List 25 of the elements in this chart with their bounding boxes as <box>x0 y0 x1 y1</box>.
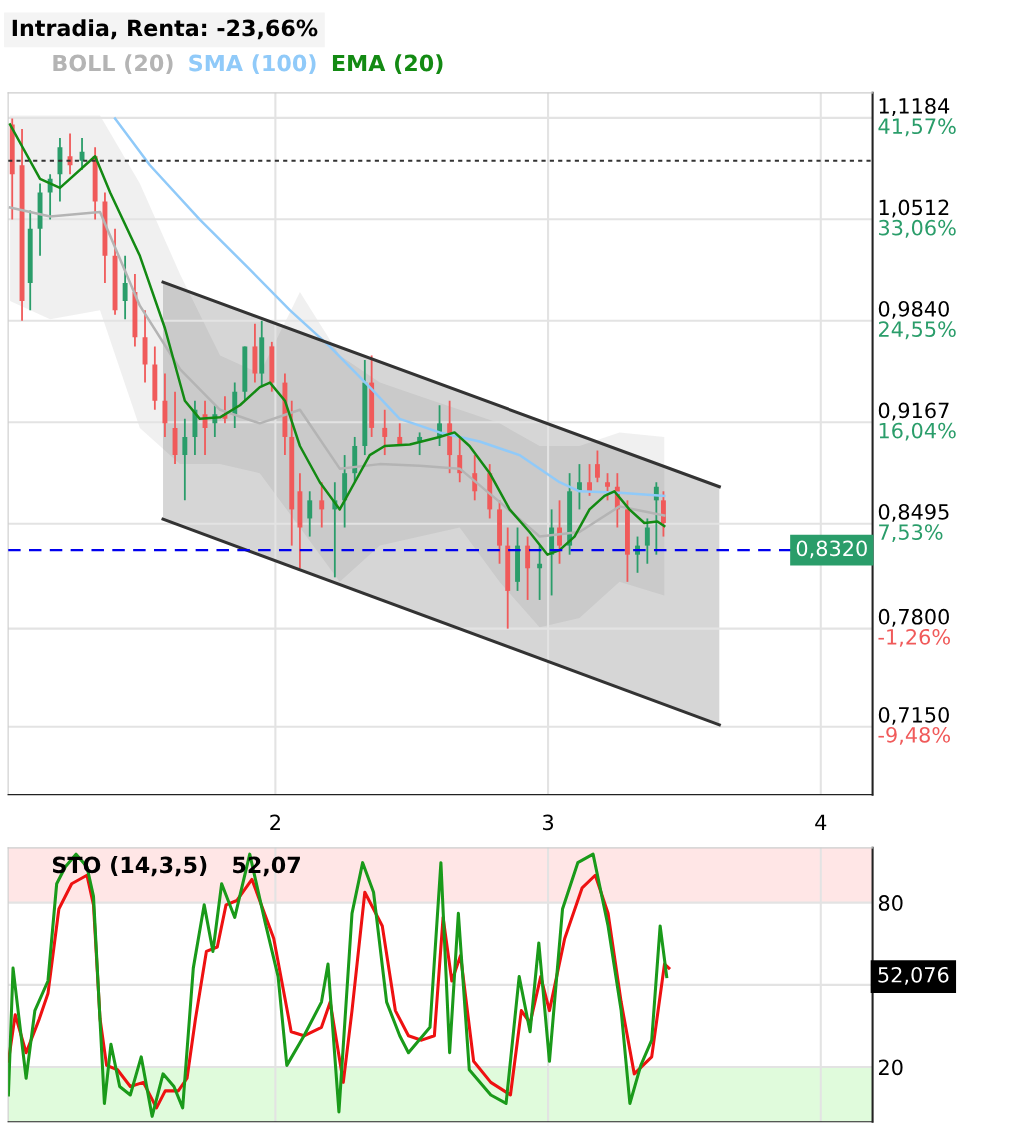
y2-tick-label: -1,26% <box>878 628 950 647</box>
chart-title: Intradia, Renta: -23,66% <box>12 19 318 40</box>
y-tick-label: 0,9840 <box>878 300 949 319</box>
x-tick-label: 2 <box>270 814 280 830</box>
y2-tick-label: 16,04% <box>879 422 956 441</box>
ref-line-label: 0,8320 <box>796 540 867 559</box>
x-tick-label: 3 <box>543 814 554 831</box>
y-tick-label: 0,7150 <box>878 706 949 725</box>
y-tick-label: 1,1184 <box>879 98 950 116</box>
y-tick-label: 0,7800 <box>878 608 949 627</box>
text: SMA (100) <box>189 54 316 75</box>
y2-tick-label: 41,57% <box>878 118 956 137</box>
y2-tick-label: 24,55% <box>878 321 956 340</box>
text: BOLL (20) <box>53 54 173 75</box>
y-tick-label: 80 <box>878 895 903 911</box>
y-tick-label: 0,9167 <box>878 402 949 421</box>
y2-tick-label: -9,48% <box>878 726 950 745</box>
x-tick-label: 4 <box>815 814 827 830</box>
y-tick-label: 1,0512 <box>879 199 949 218</box>
y-tick-label: 0,8495 <box>878 503 949 522</box>
y2-tick-label: 33,06% <box>879 219 956 238</box>
y-tick-label: 20 <box>878 1059 903 1076</box>
text: EMA (20) <box>332 54 443 75</box>
text: 52,076 <box>878 966 949 985</box>
y2-tick-label: 7,53% <box>879 524 943 543</box>
